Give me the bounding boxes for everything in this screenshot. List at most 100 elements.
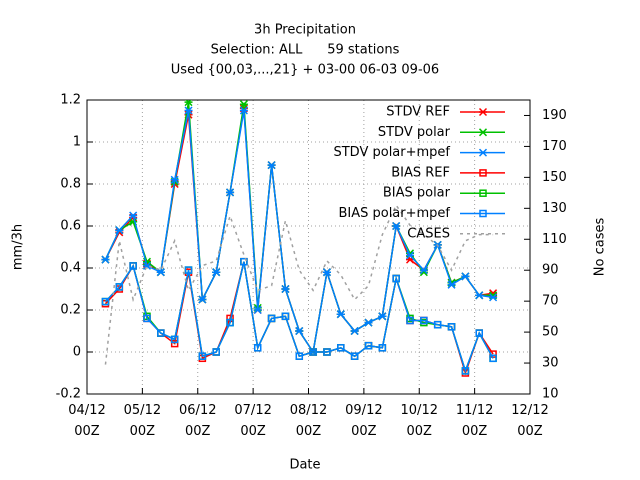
- y2-tick-label: 90: [542, 263, 559, 278]
- marker: [419, 266, 428, 275]
- y-tick-label: 0.2: [60, 303, 81, 318]
- marker: [267, 161, 276, 170]
- marker: [392, 221, 401, 231]
- y2-tick-label: 70: [542, 294, 559, 309]
- x-tick-label: 04/12 00Z: [68, 403, 106, 439]
- y-tick-label: -0.2: [56, 387, 81, 402]
- y-tick-label: 0.8: [60, 177, 81, 192]
- marker: [157, 329, 165, 337]
- legend-marker: [479, 169, 487, 177]
- marker: [447, 323, 456, 331]
- marker: [489, 354, 497, 363]
- plot: [101, 100, 498, 377]
- legend-label: BIAS REF: [391, 165, 450, 180]
- y2-tick-label: 10: [542, 387, 559, 402]
- marker: [378, 312, 387, 321]
- y2-tick-label: 130: [542, 201, 567, 216]
- marker: [420, 316, 428, 325]
- marker: [378, 344, 387, 352]
- y2-tick-label: 150: [542, 170, 567, 185]
- marker: [433, 320, 442, 329]
- marker: [184, 106, 193, 115]
- x-tick-label: 06/12 00Z: [179, 403, 217, 439]
- y2-tick-label: 170: [542, 139, 567, 154]
- marker: [475, 291, 484, 300]
- marker: [364, 341, 373, 350]
- legend-label: BIAS polar: [383, 186, 451, 201]
- marker: [129, 262, 137, 270]
- marker: [253, 344, 262, 352]
- marker: [226, 188, 235, 197]
- legend-label: CASES: [407, 226, 450, 241]
- x-tick-label: 10/12 00Z: [400, 403, 438, 439]
- plot-frame: [86, 99, 531, 395]
- marker: [115, 283, 124, 291]
- marker: [253, 305, 262, 315]
- y2-tick-label: 110: [542, 232, 567, 247]
- marker: [447, 280, 456, 289]
- marker: [212, 268, 221, 277]
- marker: [295, 352, 304, 360]
- marker: [101, 255, 110, 264]
- legend-label: STDV polar: [378, 125, 451, 140]
- y-axis-label: mm/3h: [11, 224, 26, 270]
- marker: [170, 339, 179, 348]
- chart-title: 3h Precipitation: [254, 23, 356, 38]
- marker: [337, 344, 345, 352]
- marker: [392, 274, 400, 283]
- marker: [475, 329, 483, 337]
- marker: [184, 100, 193, 107]
- marker: [336, 310, 345, 319]
- series-line: [104, 261, 494, 374]
- marker: [489, 293, 498, 302]
- y2-tick-label: 30: [542, 356, 559, 371]
- marker: [281, 312, 290, 321]
- marker: [322, 268, 331, 277]
- marker: [115, 226, 124, 235]
- legend-marker: [479, 189, 487, 197]
- marker: [129, 211, 138, 220]
- x-tick-label: 07/12 00Z: [234, 403, 272, 439]
- x-axis-label: Date: [289, 458, 320, 473]
- marker: [281, 284, 290, 294]
- marker: [239, 100, 248, 109]
- marker: [406, 316, 414, 325]
- marker: [239, 106, 248, 115]
- y2-tick-label: 190: [542, 108, 567, 123]
- marker: [143, 314, 151, 323]
- x-tick-label: 08/12 00Z: [289, 403, 328, 439]
- marker: [364, 318, 373, 327]
- marker: [198, 295, 207, 304]
- marker: [170, 175, 179, 184]
- y-tick-label: 1.2: [60, 93, 81, 108]
- legend-label: STDV REF: [386, 105, 450, 120]
- x-tick-label: 12/12 00Z: [511, 403, 549, 439]
- marker: [267, 314, 276, 323]
- marker: [212, 348, 220, 356]
- marker: [184, 266, 193, 274]
- marker: [198, 352, 207, 360]
- marker: [461, 272, 470, 281]
- x-tick-label: 09/12 00Z: [345, 403, 383, 439]
- marker: [295, 326, 304, 336]
- y2-tick-label: 50: [542, 325, 559, 340]
- y2-axis-label: No cases: [593, 218, 608, 277]
- y-tick-label: 0.4: [60, 261, 81, 276]
- marker: [226, 318, 234, 327]
- marker: [309, 348, 317, 356]
- marker: [350, 326, 359, 336]
- legend-label: BIAS polar+mpef: [338, 206, 450, 221]
- legend-marker: [478, 107, 488, 117]
- y-tick-label: 0.6: [60, 219, 81, 234]
- x-tick-label: 05/12 00Z: [123, 403, 162, 439]
- marker: [405, 251, 415, 260]
- marker: [101, 297, 110, 306]
- marker: [170, 335, 179, 344]
- x-tick-label: 11/12 00Z: [455, 403, 494, 439]
- y-tick-label: 0: [73, 345, 81, 360]
- legend-label: STDV polar+mpef: [333, 145, 450, 160]
- legend-marker: [479, 209, 487, 218]
- chart-subtitle: Used {00,03,...,21} + 03-00 06-03 09-06: [171, 63, 439, 78]
- legend-marker: [478, 148, 488, 157]
